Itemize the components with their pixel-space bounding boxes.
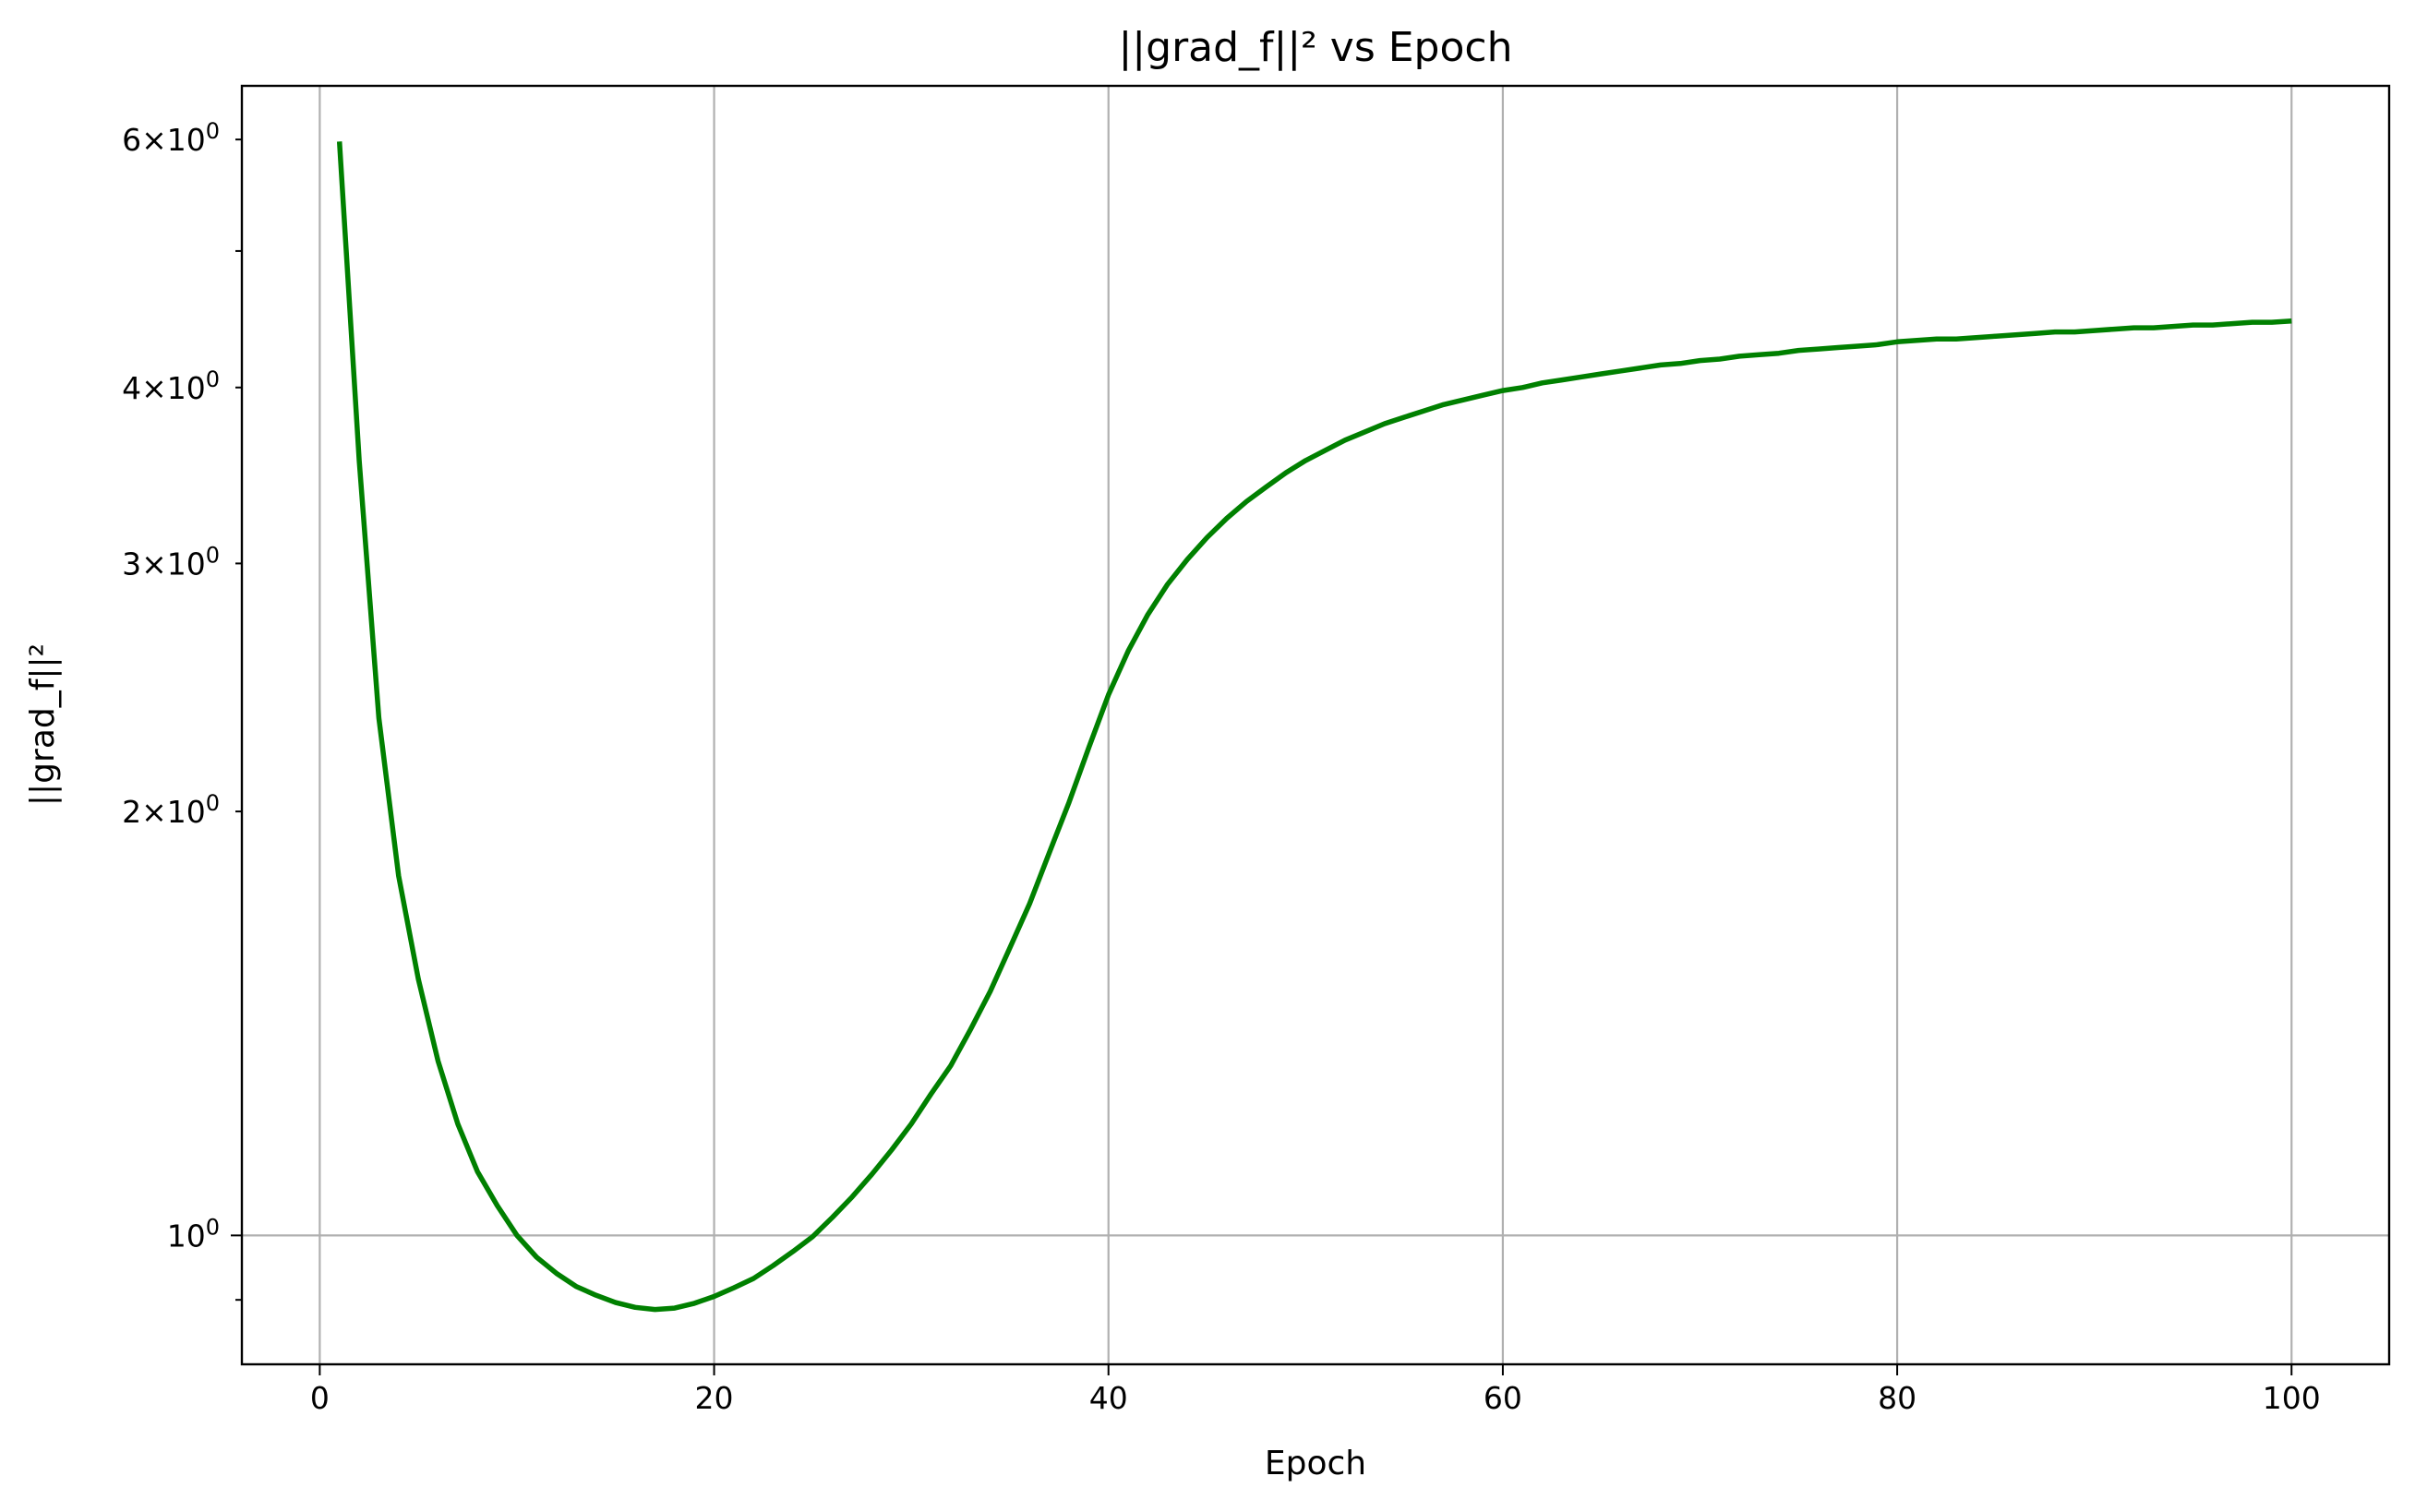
- y-major-tick-label: 100: [167, 1214, 220, 1254]
- x-tick-label: 40: [1089, 1380, 1128, 1416]
- y-minor-tick-label: 2×100: [122, 790, 220, 830]
- plot-frame: [240, 84, 2391, 1366]
- ticks: 0 20 40 60 80 100 100 2×100 3×100 4×100 6×100: [122, 118, 2321, 1416]
- series-line: [336, 141, 2292, 1313]
- x-tick-label: 0: [310, 1380, 330, 1416]
- x-tick-label: 80: [1878, 1380, 1916, 1416]
- x-tick-label: 20: [695, 1380, 734, 1416]
- chart-title: ||grad_f||² vs Epoch: [1118, 24, 1512, 71]
- x-tick-label: 60: [1484, 1380, 1522, 1416]
- y-minor-tick-label: 3×100: [122, 542, 220, 582]
- y-minor-tick-label: 6×100: [122, 118, 220, 158]
- x-tick-label: 100: [2263, 1380, 2321, 1416]
- y-axis-label: ||grad_f||²: [24, 643, 62, 806]
- y-minor-tick-label: 4×100: [122, 366, 220, 406]
- series-layer: [336, 141, 2292, 1313]
- x-axis-label: Epoch: [1265, 1445, 1366, 1482]
- grid: [242, 86, 2389, 1364]
